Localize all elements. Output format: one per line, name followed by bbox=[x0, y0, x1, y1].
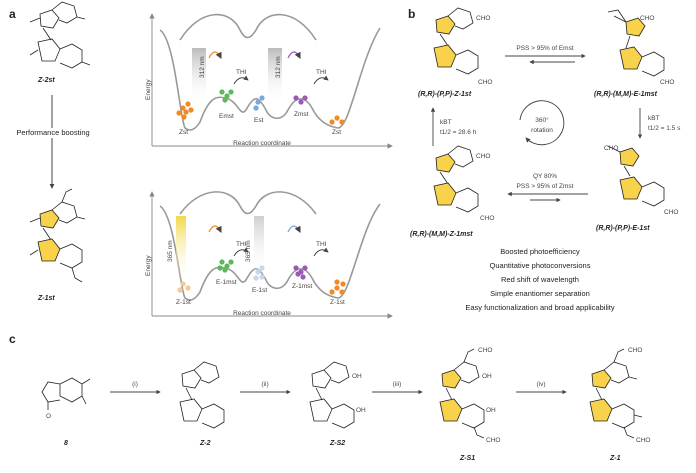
energy-plot-bottom bbox=[149, 191, 393, 319]
top-state-4: Zmst bbox=[294, 111, 309, 118]
bottom-y-label: Energy bbox=[145, 255, 152, 276]
top-y-label: Energy bbox=[145, 79, 152, 100]
bottom-uv-label-1: 365 nm bbox=[167, 240, 174, 262]
b-right-arrow-1: kBT bbox=[648, 115, 660, 122]
label-compound-z2: Z-2 bbox=[199, 440, 211, 447]
top-state-5: Zst bbox=[332, 129, 341, 136]
top-thi-label-2: THI bbox=[316, 69, 327, 76]
top-state-3: Est bbox=[254, 117, 264, 124]
label-b-tr: (R,R)-(M,M)-E-1mst bbox=[594, 91, 658, 98]
bottom-thi-label-1: THI bbox=[236, 241, 247, 248]
zs1-cho-2: CHO bbox=[486, 437, 500, 444]
top-uv-label-2: 312 nm bbox=[275, 56, 282, 78]
label-compound-z1: Z-1 bbox=[609, 455, 621, 462]
zs2-oh-1: OH bbox=[352, 373, 362, 380]
b-bottom-arrow-2: PSS > 95% of Zmst bbox=[517, 183, 574, 190]
molecule-b-tr bbox=[607, 9, 665, 77]
b-center-1: 360° bbox=[535, 116, 549, 124]
b-left-arrow-2: t1/2 = 28.6 h bbox=[440, 129, 477, 136]
b-bl-cho-2: CHO bbox=[480, 215, 494, 222]
b-feature-4: Simple enantiomer separation bbox=[490, 289, 590, 298]
zs2-oh-2: OH bbox=[356, 407, 366, 414]
b-top-arrow-label: PSS > 95% of Emst bbox=[516, 45, 573, 52]
label-z2st: Z-2st bbox=[37, 77, 55, 84]
b-feature-1: Boosted photoefficiency bbox=[500, 247, 580, 256]
b-tr-cho: CHO bbox=[640, 15, 654, 22]
compound-8-o: O bbox=[46, 413, 51, 420]
molecule-z1st bbox=[29, 188, 86, 283]
molecule-z2st bbox=[29, 1, 91, 69]
molecule-b-bl bbox=[433, 145, 479, 213]
b-tl-cho-2: CHO bbox=[478, 79, 492, 86]
zs1-cho-1: CHO bbox=[478, 347, 492, 354]
panel-a-label: a bbox=[9, 7, 16, 21]
b-feature-3: Red shift of wavelength bbox=[501, 275, 579, 284]
bottom-x-label: Reaction coordinate bbox=[233, 310, 291, 317]
label-z1st: Z-1st bbox=[37, 295, 55, 302]
panel-c-label: c bbox=[9, 332, 16, 346]
b-br-cho: CHO bbox=[604, 145, 618, 152]
b-right-arrow-2: t1/2 = 1.5 s bbox=[648, 125, 681, 132]
label-compound-zs2: Z-S2 bbox=[329, 440, 345, 447]
b-br-cho-2: CHO bbox=[664, 209, 678, 216]
label-b-br: (R,R)-(P,P)-E-1st bbox=[596, 225, 650, 232]
compound-z1 bbox=[589, 348, 643, 439]
label-compound-zs1: Z-S1 bbox=[459, 455, 475, 462]
top-x-label: Reaction coordinate bbox=[233, 140, 291, 147]
b-feature-2: Quantitative photoconversions bbox=[490, 261, 591, 270]
performance-boosting-label: Performance boosting bbox=[12, 128, 94, 138]
z1-cho-1: CHO bbox=[628, 347, 642, 354]
top-uv-label-1: 312 nm bbox=[199, 56, 206, 78]
energy-plot-top bbox=[149, 13, 393, 149]
z1-cho-2: CHO bbox=[636, 437, 650, 444]
zs1-oh-2: OH bbox=[486, 407, 496, 414]
b-center-2: rotation bbox=[531, 127, 553, 134]
bottom-state-3: E-1st bbox=[252, 287, 267, 294]
compound-zs2 bbox=[309, 361, 355, 429]
label-b-tl: (R,R)-(P,P)-Z-1st bbox=[418, 91, 472, 98]
step-3: (iii) bbox=[393, 381, 402, 388]
bottom-thi-label-2: THI bbox=[316, 241, 327, 248]
b-left-arrow-1: kBT bbox=[440, 119, 452, 126]
bottom-state-2: E-1mst bbox=[216, 279, 237, 286]
top-thi-label-1: THI bbox=[236, 69, 247, 76]
bottom-uv-label-2: 365 nm bbox=[245, 240, 252, 262]
b-tr-cho-2: CHO bbox=[660, 79, 674, 86]
compound-8 bbox=[41, 377, 91, 410]
bottom-state-1: Z-1st bbox=[176, 299, 191, 306]
label-b-bl: (R,R)-(M,M)-Z-1mst bbox=[410, 231, 473, 238]
step-4: (iv) bbox=[536, 381, 545, 388]
top-state-2: Emst bbox=[219, 113, 234, 120]
step-2: (ii) bbox=[261, 381, 268, 388]
b-arrows bbox=[430, 53, 643, 203]
top-state-1: Zst bbox=[179, 129, 188, 136]
compound-zs1 bbox=[439, 348, 485, 439]
b-bottom-arrow-1: QY 80% bbox=[533, 173, 557, 180]
b-feature-5: Easy functionalization and broad applica… bbox=[465, 303, 615, 312]
bottom-state-5: Z-1st bbox=[330, 299, 345, 306]
molecule-b-tl bbox=[433, 7, 479, 75]
compound-z2 bbox=[179, 361, 225, 429]
panel-b-label: b bbox=[408, 7, 415, 21]
zs1-oh-1: OH bbox=[482, 373, 492, 380]
b-tl-cho: CHO bbox=[476, 15, 490, 22]
label-compound-8: 8 bbox=[64, 440, 68, 447]
step-1: (i) bbox=[132, 381, 138, 388]
b-bl-cho: CHO bbox=[476, 153, 490, 160]
bottom-state-4: Z-1mst bbox=[292, 283, 312, 290]
molecule-b-br bbox=[607, 145, 665, 207]
